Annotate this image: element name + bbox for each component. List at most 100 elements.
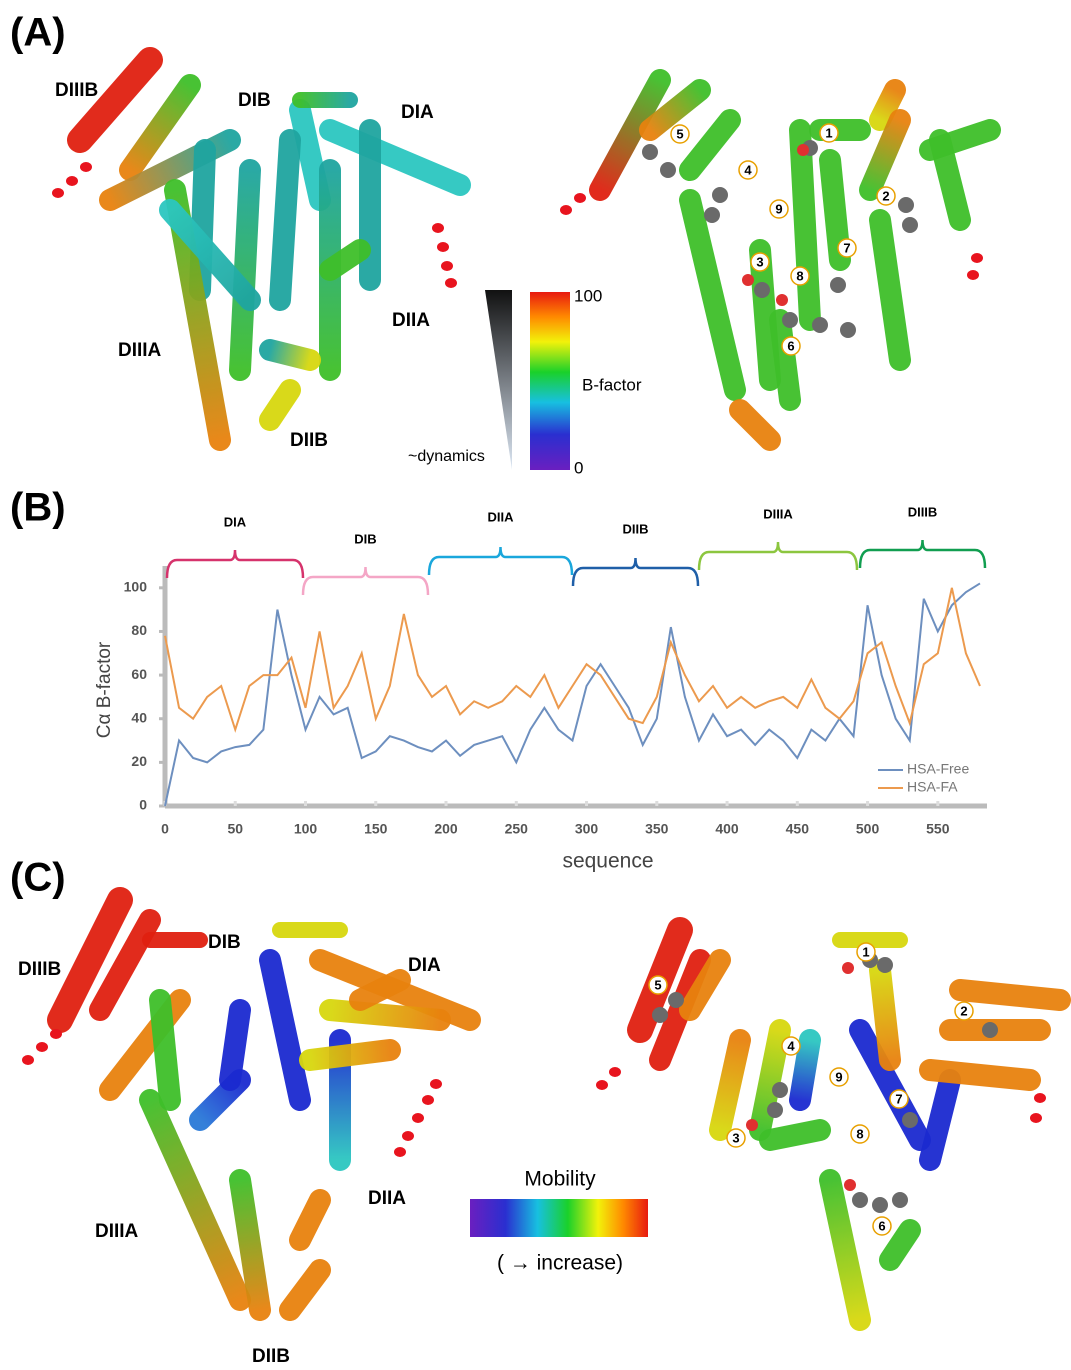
colorbar-max: 100: [574, 286, 602, 305]
site-label: 9: [775, 201, 782, 216]
panel-label: (C): [10, 856, 66, 900]
helix: [749, 239, 781, 391]
domain-label: DIIA: [368, 1188, 406, 1209]
domain-bracket: [571, 557, 700, 587]
helix: [119, 74, 201, 181]
linker-dot: [441, 261, 453, 271]
helix: [929, 129, 971, 231]
site-label: 7: [843, 240, 850, 255]
ligand-atom: [877, 957, 893, 973]
y-tick-label: 20: [131, 753, 147, 769]
linker-dot: [394, 1147, 406, 1157]
ligand-atom: [642, 144, 658, 160]
linker-dot: [52, 188, 64, 198]
panel-label: (B): [10, 486, 66, 530]
helix: [229, 159, 261, 381]
helix: [89, 909, 161, 1021]
domain-label: DIB: [354, 531, 376, 546]
linker-dot: [412, 1113, 424, 1123]
domain-label: DIB: [238, 90, 271, 111]
helix: [759, 1119, 831, 1151]
site-label: 2: [960, 1003, 967, 1018]
ligand-atom: [902, 217, 918, 233]
ligand-atom: [892, 1192, 908, 1208]
helix: [869, 959, 901, 1071]
site-marker: [876, 186, 896, 206]
colorbar-title: Mobility: [524, 1168, 596, 1191]
linker-dot: [609, 1067, 621, 1077]
site-label: 4: [744, 162, 752, 177]
helix: [919, 1069, 961, 1171]
linker-dot: [430, 1079, 442, 1089]
linker-dot: [66, 176, 78, 186]
linker-dot: [574, 193, 586, 203]
ligand-atom: [898, 197, 914, 213]
ligand-atom: [844, 1179, 856, 1191]
linker-dot: [560, 205, 572, 215]
site-marker: [819, 123, 839, 143]
helix: [709, 1029, 751, 1141]
domain-label: DIIA: [488, 509, 515, 524]
linker-dot: [971, 253, 983, 263]
y-axis-title: Cα B-factor: [94, 641, 115, 738]
domain-label: DIIIA: [763, 506, 793, 521]
domain-label: DIIIB: [55, 80, 98, 101]
domain-bracket: [301, 566, 430, 596]
domain-bracket: [165, 549, 305, 579]
helix: [919, 1059, 1041, 1091]
site-marker: [829, 1067, 849, 1087]
domain-label: DIA: [408, 955, 441, 976]
helix: [679, 189, 746, 401]
y-tick-label: 80: [131, 622, 147, 638]
linker-dot: [432, 223, 444, 233]
linker-dot: [437, 242, 449, 252]
helix: [279, 1259, 331, 1321]
y-tick-label: 40: [131, 709, 147, 725]
helix: [259, 339, 321, 371]
site-label: 5: [654, 977, 661, 992]
helix: [729, 399, 781, 451]
domain-label: DIIB: [290, 430, 328, 451]
x-tick-label: 550: [926, 821, 950, 837]
x-axis-title: sequence: [562, 850, 653, 873]
site-marker: [648, 975, 668, 995]
series-line: [164, 587, 981, 733]
helix: [319, 999, 451, 1031]
site-label: 6: [787, 338, 794, 353]
site-label: 9: [835, 1069, 842, 1084]
site-marker: [856, 942, 876, 962]
ligand-atom: [840, 322, 856, 338]
site-label: 4: [787, 1038, 795, 1053]
domain-label: DIIA: [392, 310, 430, 331]
helix: [149, 989, 181, 1111]
helix: [259, 379, 301, 431]
ligand-atom: [852, 1192, 868, 1208]
ligand-atom: [668, 992, 684, 1008]
linker-dot: [422, 1095, 434, 1105]
x-tick-label: 100: [294, 821, 318, 837]
domain-label: DIIIB: [908, 504, 938, 519]
site-label: 3: [756, 254, 763, 269]
helix: [869, 209, 911, 371]
colorbar-note: ~dynamics: [408, 448, 485, 465]
site-label: 8: [796, 268, 803, 283]
domain-label: DIIB: [623, 521, 649, 536]
site-label: 6: [878, 1218, 885, 1233]
helix: [259, 949, 311, 1111]
site-label: 3: [732, 1130, 739, 1145]
domain-label: DIIIB: [18, 959, 61, 980]
site-label: 2: [882, 188, 889, 203]
site-label: 1: [862, 944, 869, 959]
site-marker: [781, 1036, 801, 1056]
helix: [819, 149, 851, 271]
helix: [189, 139, 216, 301]
ligand-atom: [712, 187, 728, 203]
ligand-atom: [797, 144, 809, 156]
ligand-atom: [982, 1022, 998, 1038]
helix: [769, 309, 801, 411]
helix: [219, 999, 251, 1091]
domain-label: DIIIA: [118, 340, 162, 361]
x-tick-label: 300: [575, 821, 599, 837]
helix: [319, 119, 471, 196]
y-tick-label: 60: [131, 666, 147, 682]
